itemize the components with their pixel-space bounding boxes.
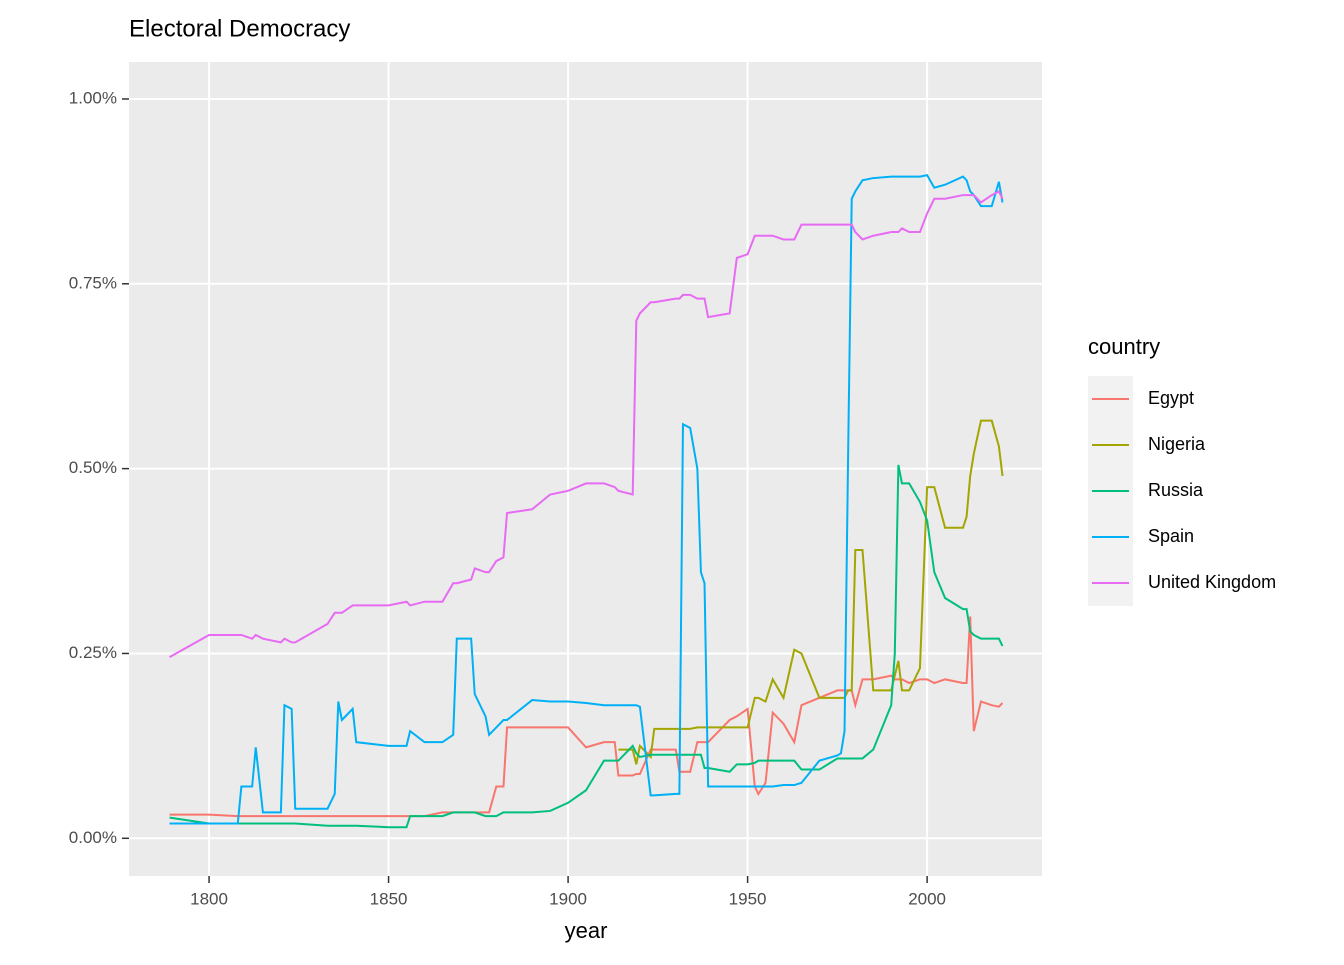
y-tick-label: 0.75% [69,273,117,292]
series-line [169,464,1004,829]
y-tick-label: 0.25% [69,643,117,662]
y-tick-label: 0.00% [69,828,117,847]
legend-label: Spain [1148,526,1194,546]
series-line [618,419,1004,765]
x-tick-label: 1900 [549,889,587,908]
legend-title: country [1088,334,1160,359]
x-tick-label: 1950 [729,889,767,908]
series-line [169,616,1004,818]
legend-label: Egypt [1148,388,1194,408]
series-line [169,173,1004,825]
chart-title: Electoral Democracy [129,15,350,42]
x-tick-label: 1800 [190,889,228,908]
x-tick-label: 1850 [370,889,408,908]
legend-label: Russia [1148,480,1204,500]
x-axis-label: year [565,918,608,943]
series-line [169,190,1004,659]
legend-label: United Kingdom [1148,572,1276,592]
y-tick-label: 1.00% [69,88,117,107]
legend-label: Nigeria [1148,434,1206,454]
x-tick-label: 2000 [908,889,946,908]
y-tick-label: 0.50% [69,458,117,477]
